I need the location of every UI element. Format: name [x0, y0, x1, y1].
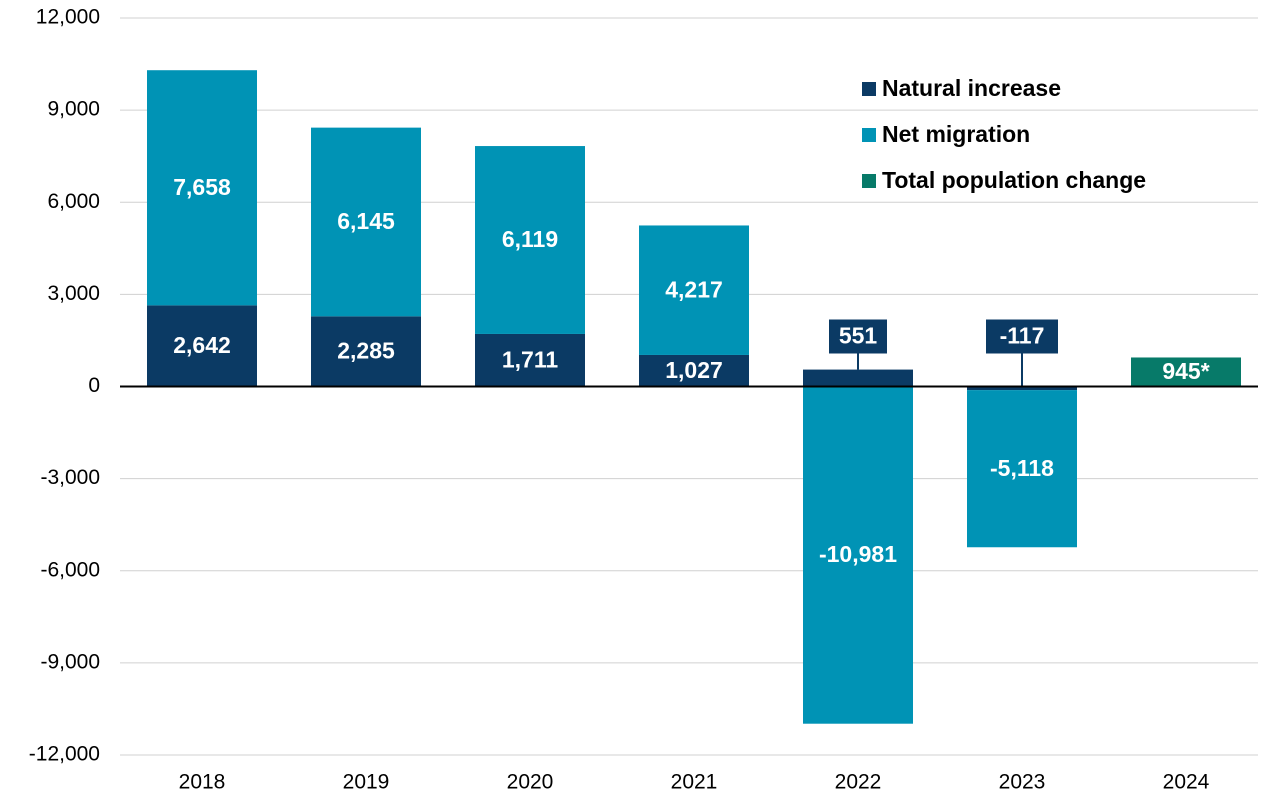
- y-tick-label: -9,000: [40, 650, 100, 673]
- y-tick-label: -6,000: [40, 558, 100, 581]
- value-label: 2,285: [337, 337, 395, 363]
- bar-segment: [311, 127, 421, 317]
- legend-label: Net migration: [882, 121, 1030, 147]
- value-label: 6,145: [337, 208, 395, 234]
- bar-segment: [475, 333, 585, 387]
- bar-segment: [967, 386, 1077, 391]
- value-label: -117: [1000, 323, 1045, 349]
- x-tick-label: 2023: [999, 771, 1046, 794]
- bar-segment: [1131, 357, 1241, 387]
- value-label: 4,217: [665, 276, 723, 302]
- value-label: 1,711: [502, 346, 558, 372]
- x-tick-label: 2024: [1163, 771, 1210, 794]
- x-tick-label: 2021: [671, 771, 718, 794]
- value-label: 551: [839, 323, 878, 349]
- bar-segment: [803, 369, 913, 387]
- value-label: 1,027: [665, 357, 723, 383]
- legend-swatch: [862, 128, 876, 142]
- x-tick-label: 2022: [835, 771, 882, 794]
- bar-segment: [311, 316, 421, 387]
- bar-segment: [803, 386, 913, 724]
- legend-label: Natural increase: [882, 75, 1061, 101]
- legend-swatch: [862, 174, 876, 188]
- y-tick-label: 0: [88, 374, 100, 397]
- legend-swatch: [862, 82, 876, 96]
- bar-segment: [147, 70, 257, 306]
- value-label: 6,119: [502, 226, 558, 252]
- y-tick-label: -12,000: [29, 743, 100, 766]
- value-label: 2,642: [173, 332, 231, 358]
- y-tick-label: 3,000: [47, 282, 100, 305]
- bar-segment: [639, 225, 749, 355]
- y-tick-label: -3,000: [40, 466, 100, 489]
- value-label: -5,118: [990, 455, 1054, 481]
- bar-segment: [639, 354, 749, 387]
- label-box: [986, 319, 1058, 354]
- y-tick-label: 6,000: [47, 190, 100, 213]
- value-label: 7,658: [173, 174, 231, 200]
- legend-label: Total population change: [882, 167, 1146, 193]
- y-tick-label: 12,000: [36, 6, 100, 29]
- value-label: -10,981: [819, 541, 897, 567]
- y-tick-label: 9,000: [47, 98, 100, 121]
- value-label: 945*: [1162, 358, 1209, 384]
- x-tick-label: 2018: [179, 771, 226, 794]
- x-tick-label: 2020: [507, 771, 554, 794]
- bar-segment: [967, 390, 1077, 548]
- bar-segment: [147, 305, 257, 387]
- x-tick-label: 2019: [343, 771, 390, 794]
- bar-segment: [475, 146, 585, 334]
- label-box: [829, 319, 887, 354]
